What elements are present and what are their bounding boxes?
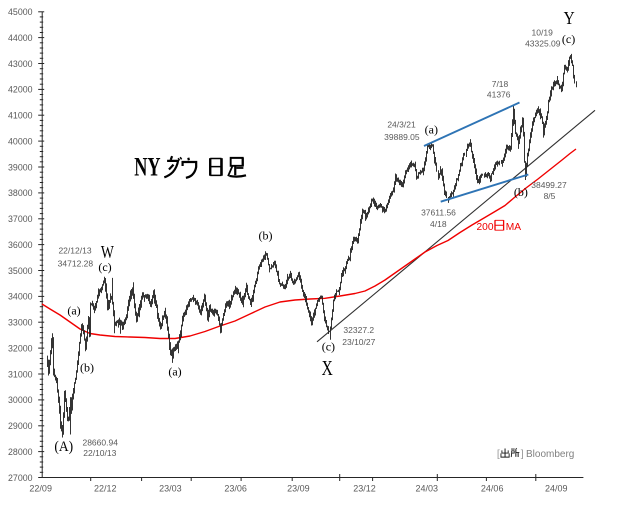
svg-text:22/12: 22/12 — [94, 484, 117, 494]
svg-text:35000: 35000 — [8, 266, 33, 276]
svg-text:NY: NY — [134, 152, 160, 181]
svg-text:8/5: 8/5 — [544, 191, 556, 201]
svg-text:(a): (a) — [425, 123, 438, 137]
svg-text:41376: 41376 — [487, 89, 511, 99]
svg-text:4/18: 4/18 — [430, 219, 447, 229]
svg-text:Bloomberg: Bloomberg — [526, 449, 574, 460]
svg-text:41000: 41000 — [8, 111, 33, 121]
svg-text:22/09: 22/09 — [29, 484, 52, 494]
svg-text:22/12/13: 22/12/13 — [58, 245, 91, 255]
svg-text:43000: 43000 — [8, 59, 33, 69]
svg-text:24/06: 24/06 — [481, 484, 504, 494]
svg-text:Y: Y — [564, 8, 575, 28]
svg-text:28660.94: 28660.94 — [82, 437, 118, 447]
svg-text:30000: 30000 — [8, 395, 33, 405]
svg-text:45000: 45000 — [8, 7, 33, 17]
svg-text:10/19: 10/19 — [532, 27, 554, 37]
svg-text:200: 200 — [477, 222, 494, 233]
svg-text:]: ] — [521, 448, 524, 460]
svg-text:34712.28: 34712.28 — [58, 259, 94, 269]
svg-text:40000: 40000 — [8, 136, 33, 146]
svg-text:32000: 32000 — [8, 343, 33, 353]
svg-text:(A): (A) — [54, 438, 73, 455]
svg-text:24/3/21: 24/3/21 — [387, 120, 416, 130]
svg-text:(c): (c) — [322, 340, 335, 354]
svg-text:W: W — [101, 244, 114, 263]
svg-text:23/12: 23/12 — [353, 484, 376, 494]
svg-text:43325.09: 43325.09 — [525, 39, 561, 49]
svg-text:39889.05: 39889.05 — [384, 132, 420, 142]
svg-text:(b): (b) — [80, 361, 94, 375]
svg-text:36000: 36000 — [8, 240, 33, 250]
svg-text:23/09: 23/09 — [287, 484, 310, 494]
svg-text:23/10/27: 23/10/27 — [342, 337, 375, 347]
svg-text:23/03: 23/03 — [159, 484, 182, 494]
svg-text:44000: 44000 — [8, 33, 33, 43]
svg-text:29000: 29000 — [8, 421, 33, 431]
svg-text:(a): (a) — [168, 365, 181, 379]
svg-text:34000: 34000 — [8, 292, 33, 302]
svg-text:MA: MA — [506, 222, 521, 233]
svg-text:42000: 42000 — [8, 85, 33, 95]
svg-text:33000: 33000 — [8, 318, 33, 328]
svg-text:X: X — [322, 357, 334, 381]
svg-text:32327.2: 32327.2 — [343, 325, 374, 335]
svg-text:22/10/13: 22/10/13 — [83, 448, 116, 458]
svg-text:7/18: 7/18 — [492, 79, 509, 89]
svg-text:24/03: 24/03 — [416, 484, 439, 494]
svg-text:(b): (b) — [259, 229, 273, 243]
svg-text:37611.56: 37611.56 — [421, 207, 456, 217]
svg-text:(a): (a) — [67, 304, 80, 318]
svg-text:(c): (c) — [98, 260, 111, 274]
svg-text:(b): (b) — [514, 185, 528, 199]
svg-text:[: [ — [497, 448, 500, 460]
svg-text:28000: 28000 — [8, 447, 33, 457]
svg-text:37000: 37000 — [8, 214, 33, 224]
svg-text:24/09: 24/09 — [545, 484, 568, 494]
svg-text:(c): (c) — [562, 32, 575, 46]
svg-text:31000: 31000 — [8, 369, 33, 379]
svg-text:23/06: 23/06 — [224, 484, 247, 494]
svg-text:38000: 38000 — [8, 188, 33, 198]
svg-text:38499.27: 38499.27 — [531, 180, 567, 190]
svg-text:27000: 27000 — [8, 473, 33, 483]
svg-text:39000: 39000 — [8, 162, 33, 172]
